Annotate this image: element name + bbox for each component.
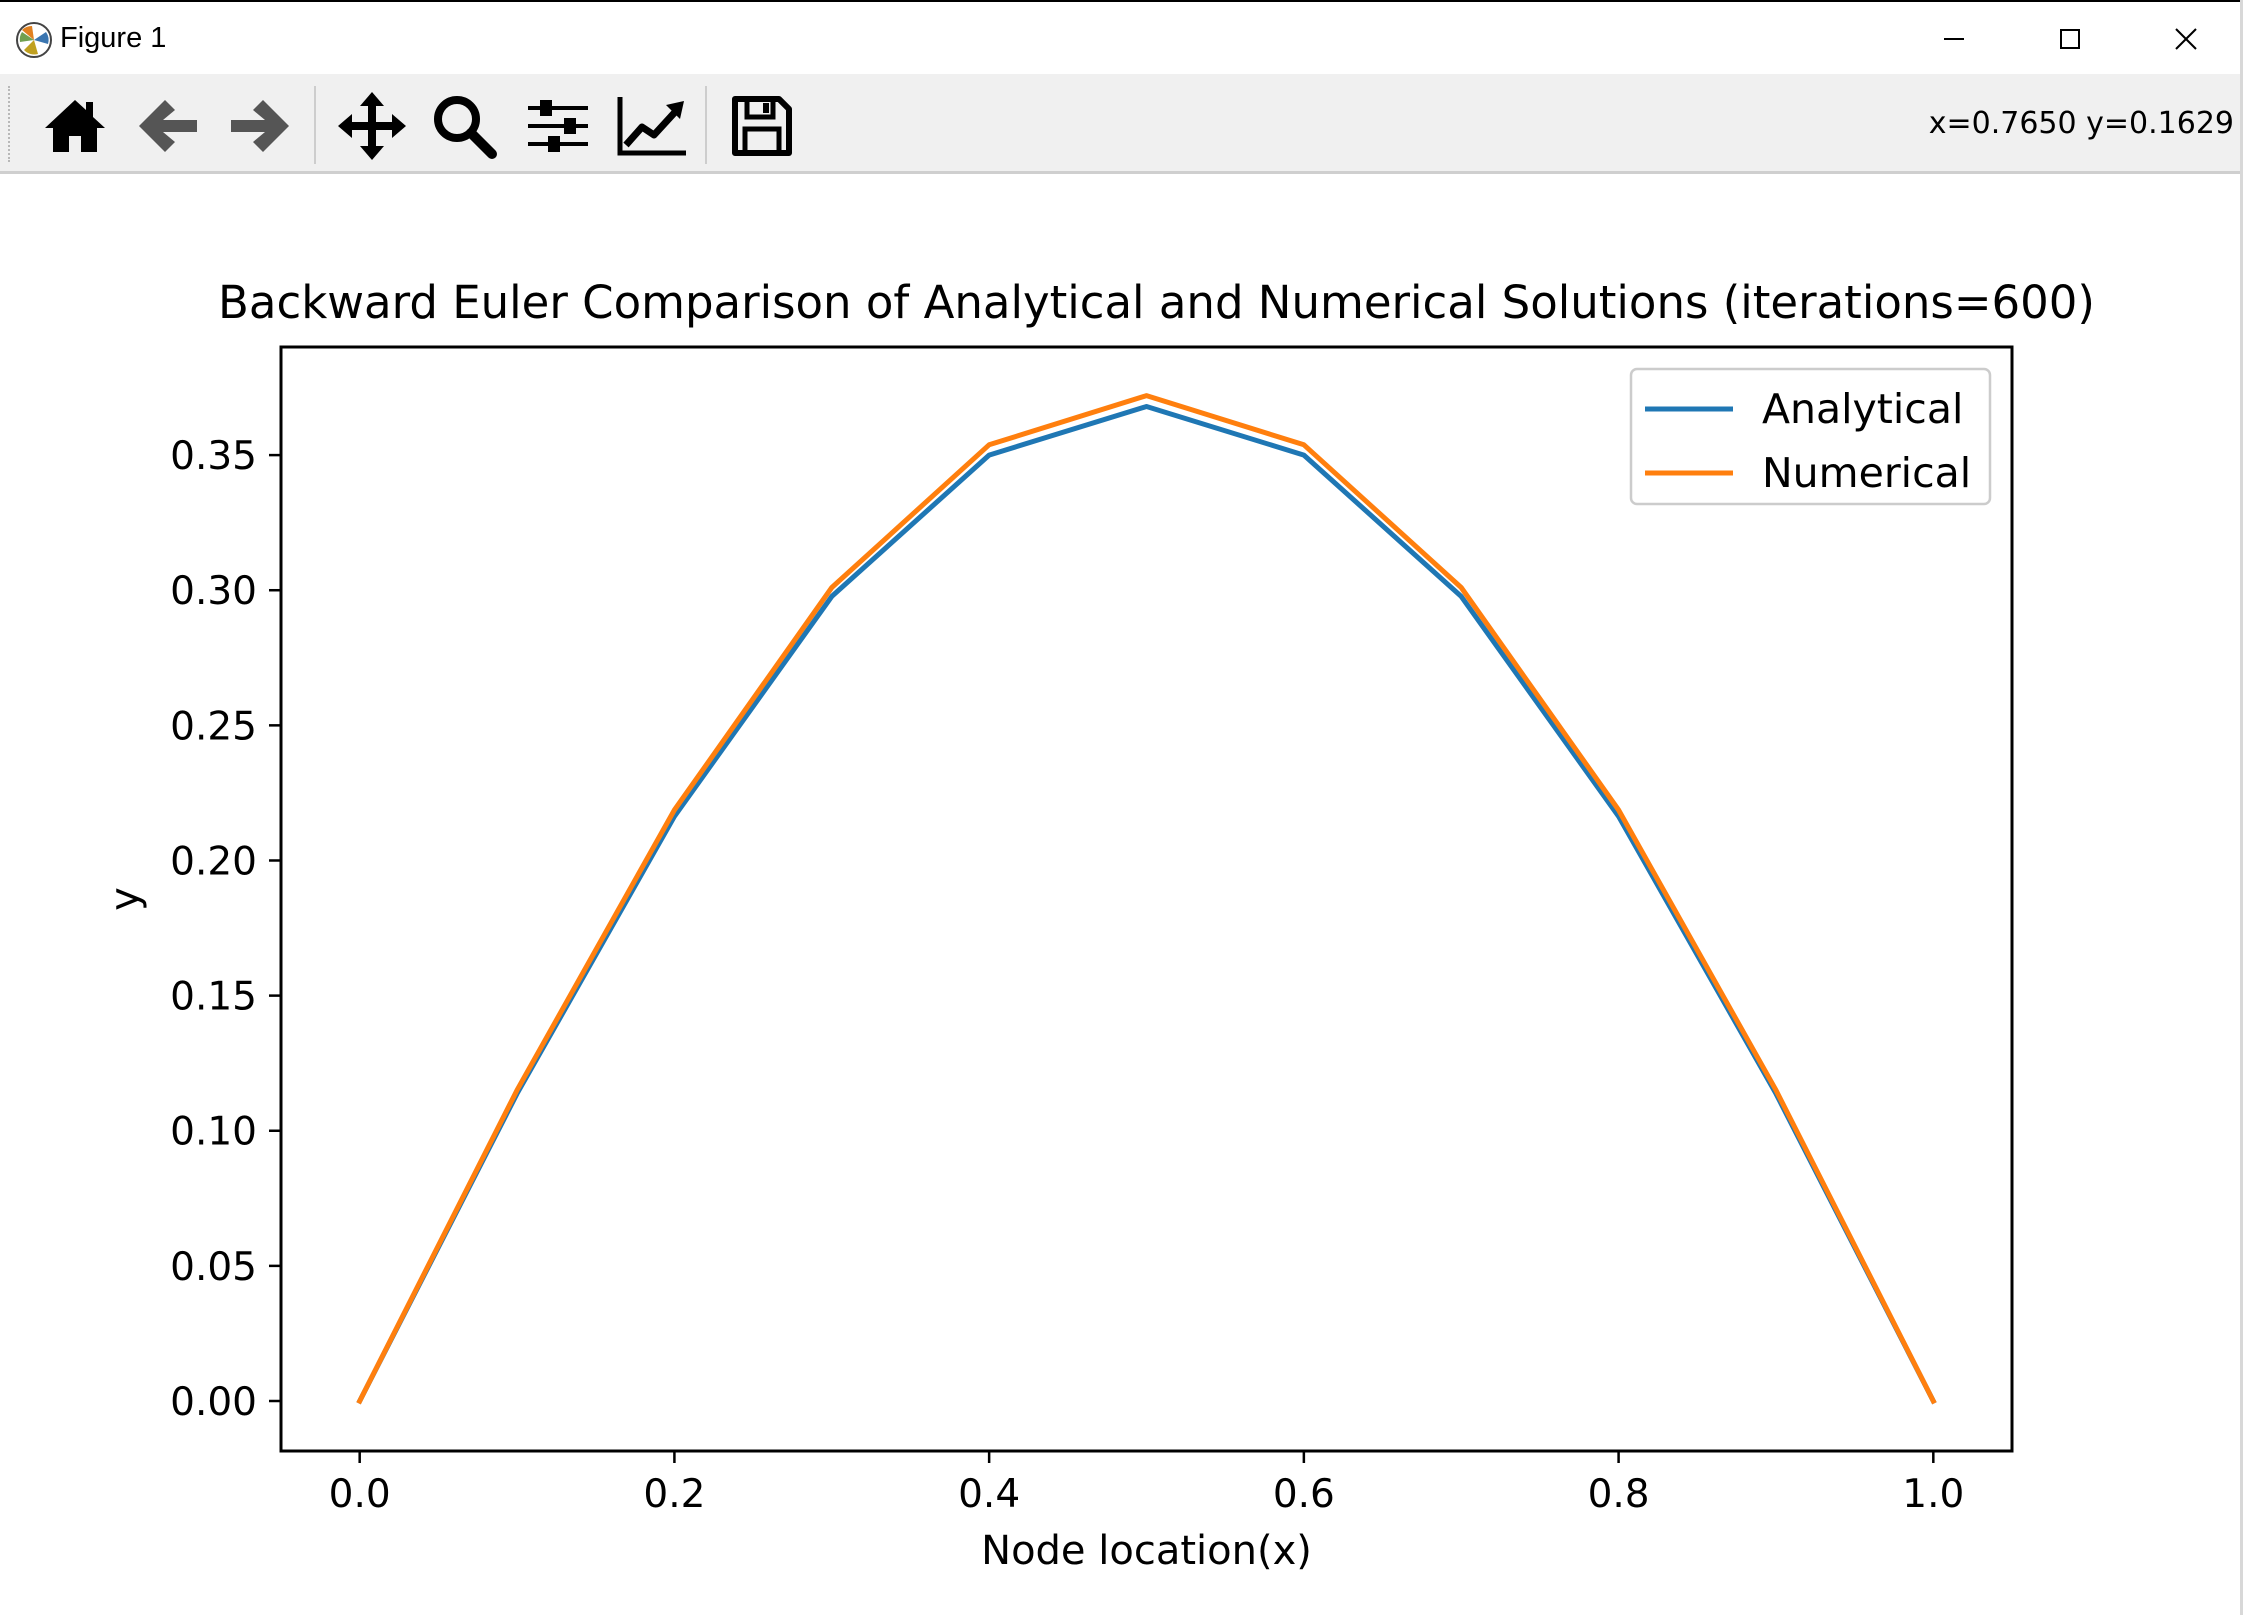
plot-frame (279, 345, 2014, 1453)
line-chart[interactable]: Backward Euler Comparison of Analytical … (0, 174, 2240, 1615)
legend-label-numerical: Numerical (1762, 449, 1971, 497)
minimize-icon (1944, 38, 1964, 40)
x-tick-label: 0.0 (329, 1472, 391, 1517)
title-bar[interactable]: Figure 1 (0, 0, 2240, 74)
y-tick-label: 0.05 (170, 1245, 257, 1290)
chart-edit-icon (617, 97, 686, 156)
y-axis-label: y (102, 887, 148, 911)
pan-button[interactable] (332, 88, 412, 164)
axes: Backward Euler Comparison of Analytical … (102, 276, 2095, 1574)
arrow-left-icon (139, 100, 197, 152)
legend-box (1629, 367, 1992, 506)
configure-subplots-button[interactable] (518, 88, 598, 164)
window-title: Figure 1 (60, 22, 167, 54)
y-tick-label: 0.25 (170, 704, 257, 749)
legend-label-analytical: Analytical (1762, 385, 1963, 433)
back-button[interactable] (128, 88, 208, 164)
x-tick-label: 0.6 (1273, 1472, 1335, 1517)
y-tick-label: 0.10 (170, 1110, 257, 1155)
toolbar-separator (705, 86, 707, 164)
series-line-analytical (356, 404, 1937, 1405)
magnifier-icon (434, 96, 497, 159)
forward-button[interactable] (220, 88, 300, 164)
legend: Analytical Numerical (1629, 367, 1992, 506)
x-tick-label: 1.0 (1902, 1472, 1964, 1517)
x-axis-label: Node location(x) (981, 1528, 1312, 1574)
zoom-button[interactable] (424, 88, 504, 164)
matplotlib-icon (16, 22, 52, 58)
y-tick-label: 0.35 (170, 434, 257, 479)
floppy-disk-icon (732, 96, 792, 156)
series-lines (356, 393, 1937, 1405)
y-tick-label: 0.20 (170, 839, 257, 884)
y-tick-label: 0.00 (170, 1380, 257, 1425)
x-tick-label: 0.8 (1588, 1472, 1650, 1517)
toolbar-grip (8, 86, 14, 162)
edit-axis-button[interactable] (612, 88, 692, 164)
close-icon (2175, 28, 2197, 50)
home-icon (45, 100, 105, 152)
navigation-toolbar: x=0.7650 y=0.1629 (0, 74, 2240, 174)
minimize-button[interactable] (1924, 14, 1984, 64)
maximize-icon (2060, 29, 2080, 49)
chart-title: Backward Euler Comparison of Analytical … (218, 276, 2095, 329)
close-button[interactable] (2156, 14, 2216, 64)
cursor-coordinates: x=0.7650 y=0.1629 (1928, 106, 2234, 141)
x-tick-label: 0.2 (643, 1472, 705, 1517)
home-button[interactable] (35, 88, 115, 164)
y-tick-label: 0.15 (170, 975, 257, 1020)
y-tick-label: 0.30 (170, 569, 257, 614)
toolbar-separator (314, 86, 316, 164)
sliders-icon (528, 100, 588, 152)
x-tick-label: 0.4 (958, 1472, 1020, 1517)
maximize-button[interactable] (2040, 14, 2100, 64)
save-button[interactable] (722, 88, 802, 164)
figure-canvas[interactable]: Backward Euler Comparison of Analytical … (0, 174, 2240, 1615)
arrow-right-icon (231, 100, 289, 152)
series-line-numerical (356, 393, 1937, 1405)
move-icon (338, 92, 406, 160)
